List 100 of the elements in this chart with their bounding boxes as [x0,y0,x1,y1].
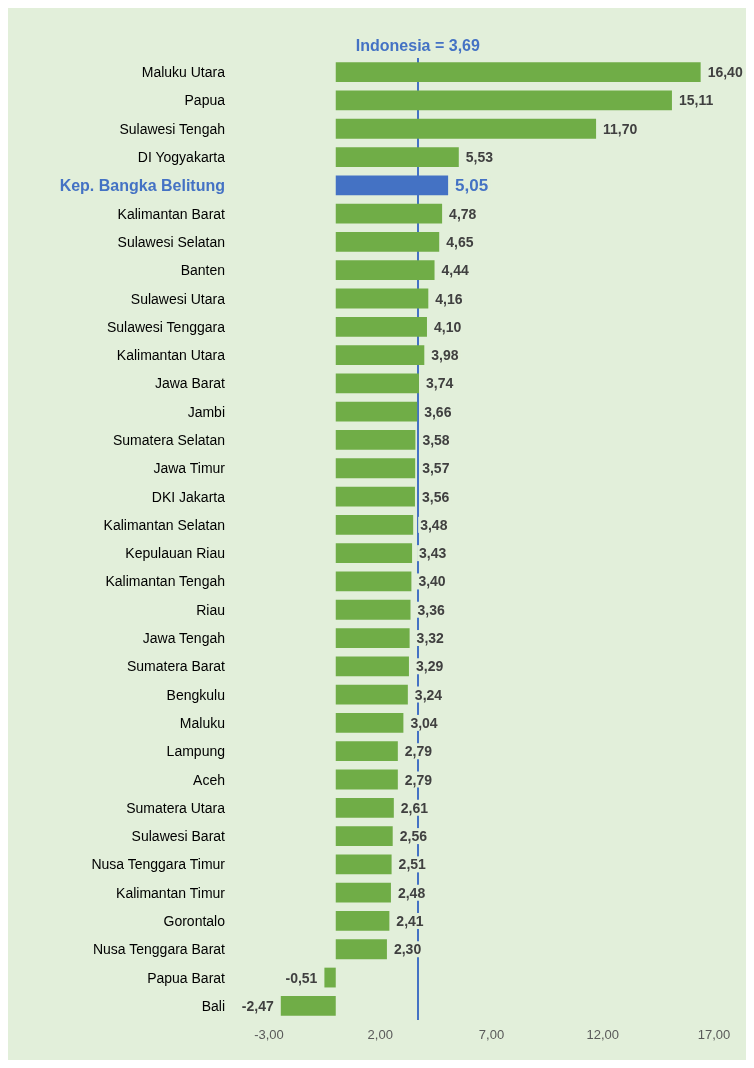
y-tick-label: Papua Barat [147,969,226,986]
x-tick-label: 17,00 [697,1027,731,1042]
data-label: 3,24 [414,686,443,703]
bar [335,486,415,507]
bar [335,769,398,790]
bar [335,316,427,337]
data-label: 3,98 [431,347,459,364]
y-tick-label: Riau [196,601,225,618]
data-label: 4,10 [433,318,462,335]
y-tick-label: Sulawesi Barat [131,828,226,845]
bar [335,599,411,620]
data-label: 3,04 [410,714,438,731]
data-label: 5,53 [465,149,494,166]
y-tick-label: Kalimantan Timur [116,884,226,901]
y-tick-label: Jawa Timur [153,460,226,477]
y-tick-label: Sulawesi Utara [130,290,226,307]
bar [335,882,391,903]
bar [335,826,393,846]
data-label: 3,40 [418,573,446,590]
y-tick-label: Sulawesi Tenggara [106,318,226,335]
bar [335,147,459,167]
bar [335,118,597,139]
data-label: 3,56 [421,488,450,505]
y-tick-label: Kalimantan Barat [117,205,226,222]
bar [335,741,398,762]
y-tick-label: Kep. Bangka Belitung [59,176,225,194]
data-label: 2,41 [396,912,424,929]
y-tick-label: Bengkulu [166,686,225,703]
data-label: 5,05 [455,175,489,195]
bar [335,797,394,818]
bar [335,911,390,931]
bar [335,345,425,365]
x-tick-label: 2,00 [367,1027,393,1042]
y-tick-label: Kalimantan Tengah [105,573,225,590]
y-tick-label: Banten [180,262,225,279]
data-label: 11,70 [603,120,638,137]
bar [335,232,440,252]
bar [335,571,412,592]
y-tick-label: Aceh [193,771,225,788]
x-tick-label: 7,00 [478,1027,505,1042]
data-label: 16,40 [707,64,743,81]
data-label: 3,29 [415,658,444,675]
y-tick-label: Jawa Tengah [142,630,225,647]
x-tick-label: -3,00 [254,1027,284,1042]
y-tick-label: Kepulauan Riau [125,545,225,562]
bar [335,90,672,111]
y-tick-label: Jawa Barat [154,375,226,392]
bar [335,628,410,648]
y-tick-label: Sumatera Selatan [112,431,225,448]
data-label: -2,47 [241,997,274,1014]
data-label: 3,36 [417,601,445,618]
bar [335,854,392,875]
y-tick-label: Sumatera Utara [126,799,226,816]
y-tick-label: Sumatera Barat [126,658,226,675]
bar [335,656,409,677]
y-tick-label: Jambi [187,403,225,420]
data-label: 2,79 [404,743,433,760]
bar [324,967,336,988]
data-label: 4,44 [441,262,469,279]
y-tick-label: DI Yogyakarta [137,149,226,166]
y-tick-label: Kalimantan Selatan [103,516,225,533]
data-label: 3,57 [422,460,450,477]
bar [335,939,387,960]
data-label: 2,79 [404,771,433,788]
data-label: 3,66 [424,403,452,420]
bar [335,458,416,479]
data-label: 2,51 [398,856,427,873]
data-label: 3,74 [425,375,454,392]
data-label: 4,65 [446,233,474,250]
data-label: 2,61 [400,799,429,816]
bar [335,713,404,733]
data-label: 2,48 [397,884,426,901]
bar [335,514,414,535]
y-tick-label: Sulawesi Selatan [117,233,225,250]
y-tick-label: Gorontalo [163,912,226,929]
bar [335,684,408,705]
bar [335,288,429,309]
bar [335,62,701,83]
bar [335,401,418,422]
y-tick-label: Nusa Tenggara Timur [91,856,226,873]
data-label: 4,16 [435,290,463,307]
y-tick-label: DKI Jakarta [151,488,226,505]
bar [335,543,413,564]
data-label: 2,30 [393,941,422,958]
bar [335,203,443,224]
bar [280,995,336,1016]
bar [335,373,419,394]
y-tick-label: Lampung [166,743,225,760]
y-tick-label: Papua [184,92,226,109]
bar [335,430,416,450]
y-tick-label: Maluku Utara [141,64,226,81]
data-label: -0,51 [285,969,318,986]
data-label: 3,48 [420,516,448,533]
data-label: 15,11 [678,92,714,109]
data-label: 4,78 [449,205,477,222]
bar [335,260,435,281]
data-label: 2,56 [399,828,428,845]
x-tick-label: 12,00 [586,1027,620,1042]
y-tick-label: Sulawesi Tengah [119,120,225,137]
data-label: 3,32 [416,630,445,647]
